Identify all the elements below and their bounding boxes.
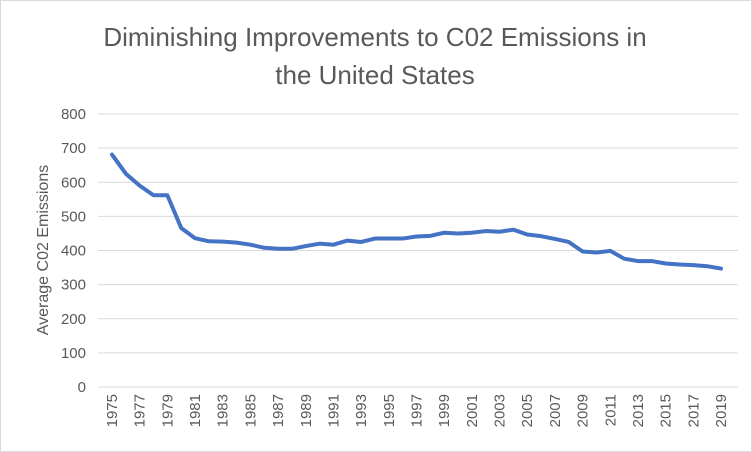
x-tick-label: 1997: [409, 394, 426, 427]
x-tick-label: 2003: [492, 394, 509, 427]
y-tick-label: 200: [61, 311, 86, 328]
x-tick-label: 2005: [519, 394, 536, 427]
chart-title-line-2: the United States: [275, 60, 475, 90]
x-tick-label: 2009: [575, 394, 592, 427]
data-point: [387, 237, 391, 241]
data-point: [428, 234, 432, 238]
data-point: [318, 242, 322, 246]
x-axis-ticks: 1975 1977 1979 1981 1983 1985 1987 1989 1991 1993…: [104, 394, 730, 427]
data-point: [373, 237, 377, 241]
x-tick-label: 2019: [713, 394, 730, 427]
x-tick-label: 1991: [325, 394, 342, 427]
data-point: [470, 231, 474, 235]
series-line: [110, 152, 723, 271]
data-point: [415, 235, 419, 239]
data-point: [345, 239, 349, 243]
data-point: [124, 172, 128, 176]
chart-title-line-1: Diminishing Improvements to C02 Emission…: [103, 22, 647, 52]
y-axis-label: Average C02 Emissions: [35, 165, 52, 335]
x-tick-label: 1981: [187, 394, 204, 427]
data-point: [207, 239, 211, 243]
x-tick-label: 2013: [630, 394, 647, 427]
data-point: [622, 257, 626, 261]
x-tick-label: 1979: [159, 394, 176, 427]
x-tick-label: 1977: [132, 394, 149, 427]
data-point: [235, 241, 239, 245]
x-tick-label: 1983: [215, 394, 232, 427]
data-point: [110, 153, 114, 157]
series-layer: [110, 152, 723, 271]
data-point: [248, 243, 252, 247]
y-tick-label: 800: [61, 106, 86, 123]
data-point: [456, 231, 460, 235]
data-point: [179, 226, 183, 230]
x-tick-label: 1995: [381, 394, 398, 427]
data-point: [193, 236, 197, 240]
y-tick-label: 0: [78, 379, 86, 396]
x-tick-label: 2017: [685, 394, 702, 427]
y-tick-label: 400: [61, 243, 86, 260]
x-tick-label: 1993: [353, 394, 370, 427]
data-point: [636, 259, 640, 263]
data-point: [594, 251, 598, 255]
data-point: [608, 249, 612, 253]
x-tick-label: 2015: [658, 394, 675, 427]
data-point: [691, 263, 695, 267]
data-point: [152, 193, 156, 197]
data-point: [539, 234, 543, 238]
y-tick-label: 100: [61, 345, 86, 362]
data-point: [567, 240, 571, 244]
x-tick-label: 1999: [436, 394, 453, 427]
x-tick-label: 2007: [547, 394, 564, 427]
data-point: [664, 261, 668, 265]
gridlines: [98, 113, 738, 388]
data-point: [719, 267, 723, 271]
y-tick-label: 700: [61, 140, 86, 157]
data-point: [221, 240, 225, 244]
data-point: [165, 193, 169, 197]
data-point: [331, 243, 335, 247]
data-point: [650, 259, 654, 263]
data-point: [138, 184, 142, 188]
data-point: [359, 240, 363, 244]
data-point: [511, 228, 515, 232]
data-point: [290, 247, 294, 251]
data-point: [304, 244, 308, 248]
data-point: [581, 250, 585, 254]
x-tick-label: 2001: [464, 394, 481, 427]
data-point: [262, 246, 266, 250]
data-point: [705, 264, 709, 268]
y-tick-label: 600: [61, 174, 86, 191]
x-tick-label: 1975: [104, 394, 121, 427]
data-point: [401, 237, 405, 241]
y-tick-label: 300: [61, 277, 86, 294]
x-tick-label: 2011: [602, 394, 619, 426]
data-point: [553, 237, 557, 241]
data-point: [525, 232, 529, 236]
data-point: [498, 230, 502, 234]
y-tick-label: 500: [61, 208, 86, 225]
data-point: [484, 229, 488, 233]
data-point: [276, 247, 280, 251]
chart-title: Diminishing Improvements to C02 Emission…: [60, 18, 690, 94]
data-point: [442, 231, 446, 235]
x-tick-label: 1989: [298, 394, 315, 427]
x-tick-label: 1985: [242, 394, 259, 427]
y-axis-ticks: 0 100 200 300 400 500 600 700 800: [61, 106, 86, 396]
data-point: [677, 262, 681, 266]
x-tick-label: 1987: [270, 394, 287, 427]
